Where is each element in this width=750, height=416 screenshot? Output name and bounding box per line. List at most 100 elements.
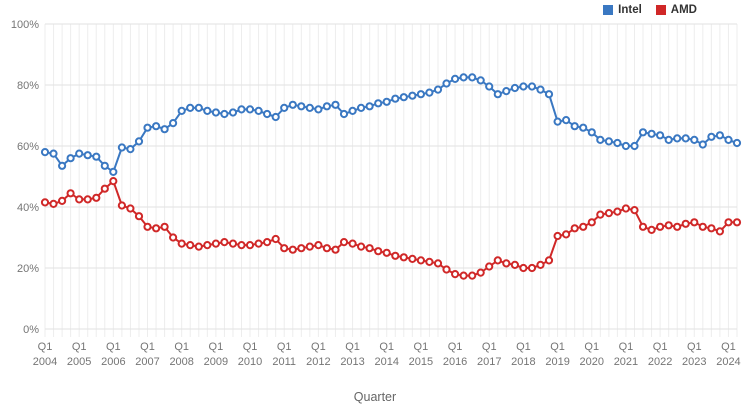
amd-data-point[interactable]: [305, 242, 314, 251]
amd-data-point[interactable]: [109, 177, 118, 186]
intel-data-point[interactable]: [228, 108, 238, 117]
intel-data-point[interactable]: [587, 128, 596, 137]
amd-data-point[interactable]: [374, 247, 383, 256]
amd-data-point[interactable]: [519, 263, 528, 273]
amd-data-point[interactable]: [587, 218, 596, 227]
intel-data-point[interactable]: [596, 135, 605, 144]
intel-data-point[interactable]: [562, 116, 571, 125]
intel-data-point[interactable]: [83, 151, 92, 160]
intel-data-point[interactable]: [254, 106, 263, 116]
amd-data-point[interactable]: [186, 241, 195, 250]
intel-data-point[interactable]: [690, 135, 699, 144]
intel-data-point[interactable]: [40, 148, 50, 157]
amd-data-point[interactable]: [562, 230, 571, 239]
amd-data-point[interactable]: [656, 222, 665, 231]
amd-data-point[interactable]: [604, 209, 614, 218]
amd-data-point[interactable]: [237, 241, 246, 250]
intel-data-point[interactable]: [647, 129, 656, 138]
intel-data-point[interactable]: [331, 100, 340, 109]
amd-data-point[interactable]: [220, 238, 229, 247]
intel-data-point[interactable]: [322, 102, 331, 111]
intel-data-point[interactable]: [621, 141, 631, 151]
amd-data-point[interactable]: [75, 195, 84, 204]
amd-data-point[interactable]: [433, 259, 443, 268]
amd-data-point[interactable]: [263, 238, 272, 247]
amd-data-point[interactable]: [348, 239, 357, 248]
amd-data-point[interactable]: [442, 265, 451, 274]
intel-data-point[interactable]: [152, 122, 161, 131]
amd-data-point[interactable]: [66, 189, 75, 198]
intel-data-point[interactable]: [203, 106, 212, 116]
intel-data-point[interactable]: [134, 137, 144, 146]
intel-data-point[interactable]: [681, 134, 690, 143]
amd-data-point[interactable]: [391, 251, 400, 260]
amd-data-point[interactable]: [357, 242, 366, 251]
amd-data-point[interactable]: [58, 196, 67, 205]
intel-data-point[interactable]: [357, 103, 366, 113]
amd-data-point[interactable]: [536, 260, 545, 269]
intel-data-point[interactable]: [382, 97, 391, 106]
intel-data-point[interactable]: [374, 99, 383, 108]
amd-data-point[interactable]: [92, 193, 101, 202]
amd-data-point[interactable]: [322, 244, 331, 253]
intel-data-point[interactable]: [493, 90, 502, 99]
amd-data-point[interactable]: [408, 254, 417, 263]
amd-data-point[interactable]: [690, 218, 699, 227]
amd-data-point[interactable]: [544, 256, 554, 265]
intel-data-point[interactable]: [442, 79, 451, 88]
intel-data-point[interactable]: [186, 103, 195, 113]
amd-data-point[interactable]: [673, 222, 682, 231]
legend-item-amd[interactable]: AMD: [655, 4, 697, 16]
amd-data-point[interactable]: [382, 248, 391, 257]
amd-data-point[interactable]: [314, 241, 323, 250]
amd-data-point[interactable]: [280, 244, 289, 253]
intel-data-point[interactable]: [237, 105, 246, 114]
intel-data-point[interactable]: [416, 90, 425, 99]
amd-data-point[interactable]: [100, 184, 109, 193]
amd-data-point[interactable]: [117, 201, 127, 210]
amd-data-point[interactable]: [416, 256, 425, 265]
intel-data-point[interactable]: [177, 106, 186, 116]
amd-data-point[interactable]: [485, 262, 494, 271]
amd-data-point[interactable]: [451, 270, 460, 279]
amd-data-point[interactable]: [271, 234, 280, 244]
intel-data-point[interactable]: [638, 128, 648, 137]
intel-data-point[interactable]: [194, 103, 203, 113]
intel-data-point[interactable]: [66, 154, 75, 163]
amd-data-point[interactable]: [365, 244, 374, 253]
intel-data-point[interactable]: [553, 117, 562, 126]
amd-data-point[interactable]: [502, 259, 511, 268]
intel-data-point[interactable]: [211, 108, 220, 117]
intel-data-point[interactable]: [724, 135, 733, 144]
intel-data-point[interactable]: [451, 74, 460, 84]
amd-data-point[interactable]: [459, 271, 468, 280]
amd-data-point[interactable]: [570, 224, 579, 233]
intel-data-point[interactable]: [288, 100, 297, 109]
amd-data-point[interactable]: [288, 245, 297, 254]
intel-data-point[interactable]: [707, 132, 716, 141]
amd-data-point[interactable]: [40, 198, 50, 207]
intel-data-point[interactable]: [604, 137, 614, 146]
intel-data-point[interactable]: [468, 73, 477, 82]
intel-data-point[interactable]: [271, 112, 280, 122]
amd-data-point[interactable]: [399, 253, 408, 262]
intel-data-point[interactable]: [579, 123, 588, 132]
intel-data-point[interactable]: [169, 119, 178, 128]
amd-data-point[interactable]: [203, 241, 212, 250]
intel-data-point[interactable]: [519, 82, 528, 91]
intel-data-point[interactable]: [58, 161, 67, 170]
amd-data-point[interactable]: [596, 210, 605, 219]
amd-data-point[interactable]: [493, 256, 502, 265]
intel-data-point[interactable]: [732, 138, 742, 148]
intel-data-point[interactable]: [92, 152, 101, 161]
amd-data-point[interactable]: [638, 222, 648, 231]
intel-data-point[interactable]: [348, 106, 357, 116]
amd-data-point[interactable]: [664, 221, 673, 230]
intel-data-point[interactable]: [160, 125, 169, 134]
amd-data-point[interactable]: [553, 231, 562, 241]
amd-data-point[interactable]: [621, 204, 631, 213]
amd-data-point[interactable]: [143, 222, 152, 231]
amd-data-point[interactable]: [698, 222, 707, 231]
amd-data-point[interactable]: [613, 207, 622, 216]
intel-data-point[interactable]: [527, 82, 537, 91]
